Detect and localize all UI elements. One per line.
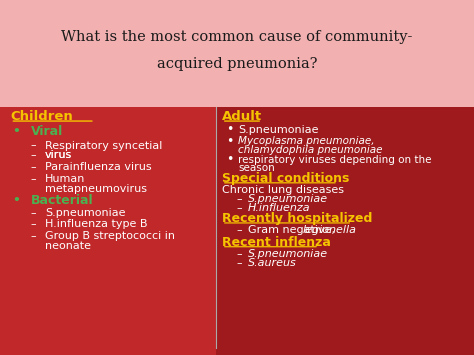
Text: What is the most common cause of community-: What is the most common cause of communi…: [61, 30, 413, 44]
FancyBboxPatch shape: [0, 106, 216, 355]
Text: •: •: [12, 125, 20, 138]
Text: S.pneumoniae: S.pneumoniae: [248, 194, 328, 204]
Text: Recently hospitalized: Recently hospitalized: [222, 212, 372, 225]
Text: •: •: [227, 153, 234, 166]
Text: H.influenza type B: H.influenza type B: [45, 219, 147, 229]
Text: chlamydophila pneumoniae: chlamydophila pneumoniae: [238, 145, 383, 155]
Text: –: –: [31, 174, 36, 184]
Text: metapneumovirus: metapneumovirus: [45, 184, 147, 194]
Text: Children: Children: [10, 110, 73, 123]
Text: –: –: [31, 141, 36, 151]
Text: •: •: [227, 135, 234, 148]
Text: legionella: legionella: [302, 225, 356, 235]
Text: –: –: [31, 208, 36, 218]
Text: H.influenza: H.influenza: [248, 203, 310, 213]
Text: neonate: neonate: [45, 241, 91, 251]
FancyBboxPatch shape: [0, 0, 474, 106]
Text: –: –: [236, 225, 242, 235]
Text: Special conditions: Special conditions: [222, 172, 349, 185]
Text: Mycoplasma pneumoniae,: Mycoplasma pneumoniae,: [238, 136, 375, 146]
Text: Group B streptococci in: Group B streptococci in: [45, 231, 175, 241]
Text: •: •: [227, 123, 234, 136]
Text: –: –: [31, 162, 36, 172]
Text: Parainfluenza virus: Parainfluenza virus: [45, 162, 152, 172]
Text: Gram negative,: Gram negative,: [248, 225, 338, 235]
Text: S.pneumoniae: S.pneumoniae: [45, 208, 126, 218]
Text: S.pneumoniae: S.pneumoniae: [248, 249, 328, 259]
Text: acquired pneumonia?: acquired pneumonia?: [157, 57, 317, 71]
Text: –: –: [31, 151, 36, 160]
Text: virus: virus: [45, 151, 72, 160]
Text: Chronic lung diseases: Chronic lung diseases: [222, 185, 344, 195]
Text: –: –: [236, 203, 242, 213]
Text: Human: Human: [45, 174, 85, 184]
Text: S.aureus: S.aureus: [248, 258, 297, 268]
Text: –: –: [236, 194, 242, 204]
Text: respiratory viruses depending on the: respiratory viruses depending on the: [238, 155, 432, 165]
Text: Bacterial: Bacterial: [31, 194, 93, 207]
Text: •: •: [12, 194, 20, 207]
Text: virus: virus: [45, 151, 72, 160]
Text: –: –: [31, 231, 36, 241]
Text: –: –: [236, 249, 242, 259]
Text: Adult: Adult: [222, 110, 262, 123]
Text: season: season: [238, 163, 275, 173]
Text: –: –: [236, 258, 242, 268]
Text: Viral: Viral: [31, 125, 63, 138]
Text: –: –: [31, 219, 36, 229]
FancyBboxPatch shape: [216, 106, 474, 355]
Text: Recent inflenza: Recent inflenza: [222, 236, 331, 248]
Text: S.pneumoniae: S.pneumoniae: [238, 125, 319, 135]
Text: Respiratory syncetial: Respiratory syncetial: [45, 141, 163, 151]
